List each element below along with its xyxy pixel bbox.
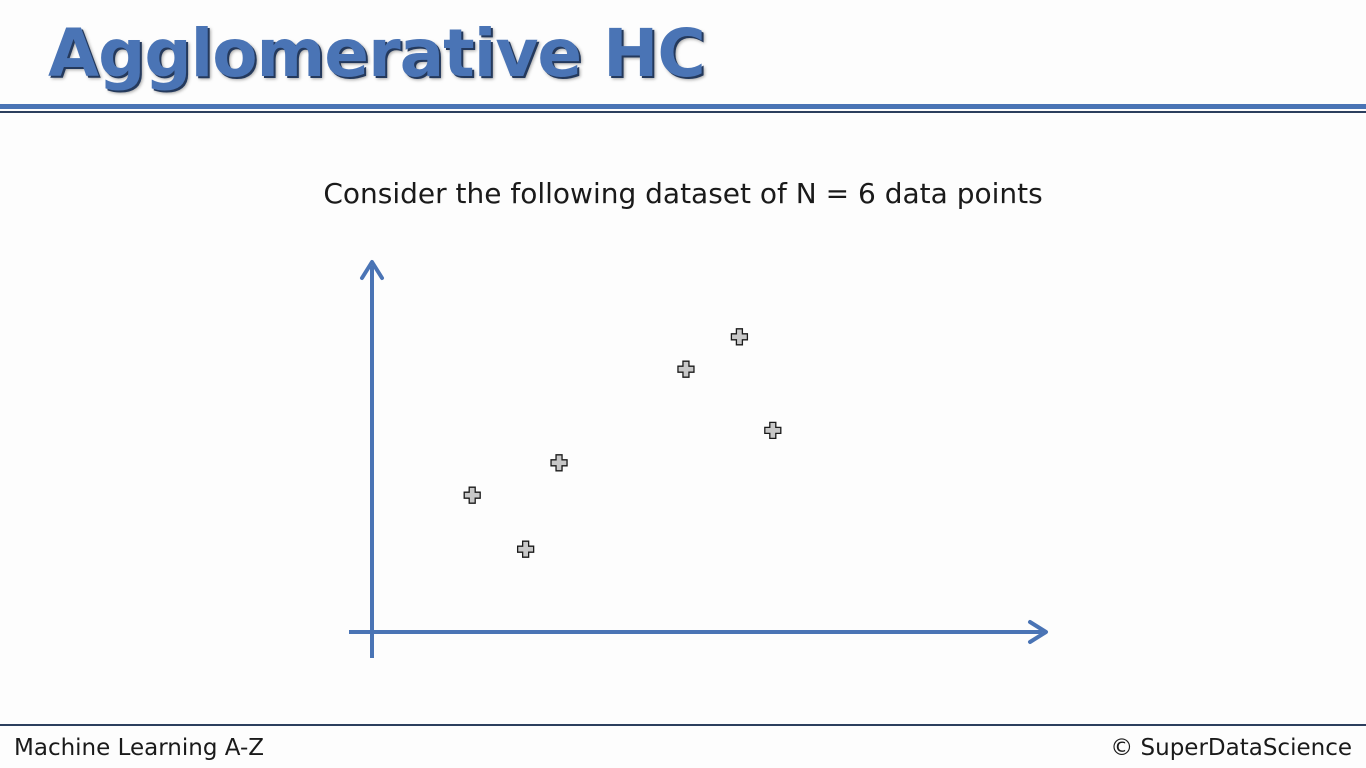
- data-point-1: [463, 486, 481, 504]
- title-rule-thick: [0, 104, 1366, 109]
- x-axis-arrowhead: [1028, 620, 1048, 644]
- slide-title: Agglomerative HC: [48, 15, 706, 92]
- copyright-notice: © SuperDataScience: [1110, 735, 1352, 761]
- y-axis-arrowhead: [360, 260, 384, 280]
- data-point-4: [677, 360, 695, 378]
- footer-rule: [0, 724, 1366, 726]
- data-point-6: [764, 421, 782, 440]
- subtitle-text: Consider the following dataset of N = 6 …: [323, 177, 1043, 210]
- data-point-2: [516, 540, 535, 558]
- data-point-5: [730, 328, 749, 346]
- data-points: [463, 328, 782, 558]
- slide-subtitle: Consider the following dataset of N = 6 …: [0, 176, 1366, 212]
- data-point-3: [550, 454, 568, 472]
- course-name: Machine Learning A-Z: [14, 735, 265, 761]
- axes: [349, 260, 1048, 658]
- title-rule-thin: [0, 111, 1366, 113]
